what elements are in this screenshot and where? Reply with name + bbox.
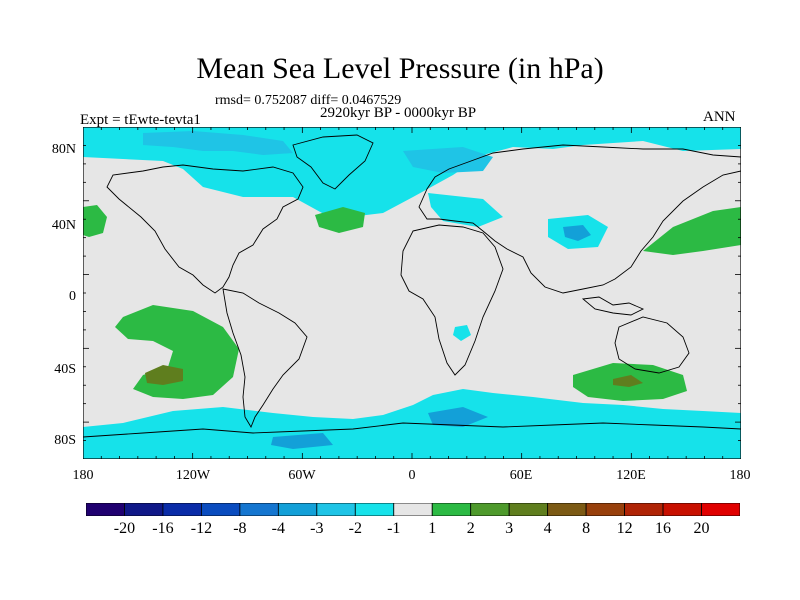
colorbar-label: -8 bbox=[233, 520, 247, 537]
colorbar-label: -12 bbox=[190, 520, 213, 537]
lat-label-0: 0 bbox=[69, 289, 76, 304]
scandinavia-negative bbox=[403, 147, 493, 173]
antarctic-strong-negative bbox=[428, 407, 488, 427]
colorbar-cell bbox=[393, 503, 433, 516]
lon-label-180e: 180 bbox=[729, 468, 751, 483]
lon-label-120e: 120E bbox=[616, 468, 646, 483]
lat-label-80n: 80N bbox=[51, 142, 76, 157]
lon-label-60w: 60W bbox=[288, 468, 316, 483]
antarctic-strong-negative-2 bbox=[271, 433, 333, 449]
colorbar bbox=[86, 503, 740, 516]
colorbar-label: -4 bbox=[271, 520, 285, 537]
colorbar-label: 16 bbox=[655, 520, 672, 537]
colorbar-label: 20 bbox=[693, 520, 710, 537]
colorbar-label: -16 bbox=[152, 520, 174, 537]
colorbar-cell bbox=[624, 503, 664, 516]
lat-label-40s: 40S bbox=[54, 362, 76, 377]
colorbar-label: -1 bbox=[387, 520, 401, 537]
colorbar-cell bbox=[701, 503, 740, 516]
north-pacific-east-positive bbox=[643, 207, 741, 255]
coastlines bbox=[83, 134, 741, 438]
north-atlantic-positive bbox=[315, 207, 365, 233]
colorbar-label: 4 bbox=[543, 520, 552, 537]
mediterranean-negative bbox=[428, 193, 503, 227]
coast-africa bbox=[400, 224, 504, 376]
colorbar-cell bbox=[86, 503, 125, 516]
world-map bbox=[83, 127, 741, 459]
africa-small-negative bbox=[453, 325, 471, 341]
antarctic-negative-anomaly bbox=[83, 389, 741, 459]
colorbar-cell bbox=[201, 503, 241, 516]
lon-label-60e: 60E bbox=[509, 468, 533, 483]
colorbar-cell bbox=[470, 503, 510, 516]
lon-label-120w: 120W bbox=[175, 468, 211, 483]
colorbar-cell bbox=[508, 503, 549, 516]
coast-south-america bbox=[222, 288, 308, 429]
colorbar-label: 2 bbox=[466, 520, 475, 537]
south-indian-strong-positive bbox=[613, 375, 643, 387]
lat-label-40n: 40N bbox=[51, 218, 76, 233]
colorbar-cell bbox=[124, 503, 164, 516]
colorbar-cell bbox=[354, 503, 395, 516]
lon-label-0: 0 bbox=[408, 468, 416, 483]
asia-strong-negative bbox=[563, 225, 591, 241]
map-ticks bbox=[83, 127, 741, 459]
colorbar-cells bbox=[86, 503, 740, 516]
colorbar-cell bbox=[662, 503, 702, 516]
coast-indonesia bbox=[581, 296, 645, 316]
colorbar-cell bbox=[585, 503, 625, 516]
coast-australia bbox=[614, 316, 690, 374]
colorbar-label: -2 bbox=[348, 520, 362, 537]
colorbar-cell bbox=[277, 503, 318, 516]
experiment-label: Expt = tEwte-tevta1 bbox=[80, 112, 201, 128]
colorbar-label: 8 bbox=[582, 520, 591, 537]
south-pacific-strong-positive bbox=[145, 365, 183, 385]
colorbar-cell bbox=[162, 503, 202, 516]
north-pacific-west-positive bbox=[83, 205, 107, 237]
colorbar-cell bbox=[239, 503, 279, 516]
colorbar-label: 12 bbox=[616, 520, 633, 537]
colorbar-cell bbox=[316, 503, 356, 516]
coast-north-america bbox=[106, 164, 304, 294]
season-label: ANN bbox=[703, 109, 736, 125]
colorbar-label: -3 bbox=[310, 520, 324, 537]
arctic-strong-negative bbox=[143, 131, 293, 155]
colorbar-label: 1 bbox=[428, 520, 437, 537]
coast-eurasia bbox=[418, 144, 741, 294]
coast-antarctica bbox=[83, 422, 741, 438]
colorbar-label: 3 bbox=[505, 520, 514, 537]
lat-label-80s: 80S bbox=[54, 433, 76, 448]
map-title: Mean Sea Level Pressure (in hPa) bbox=[196, 52, 604, 85]
coast-greenland bbox=[292, 134, 374, 190]
time-period: 2920kyr BP - 0000kyr BP bbox=[320, 105, 477, 121]
colorbar-cell bbox=[431, 503, 472, 516]
lon-label-180w: 180 bbox=[72, 468, 94, 483]
colorbar-cell bbox=[547, 503, 587, 516]
rmsd-diff-stats: rmsd= 0.752087 diff= 0.0467529 bbox=[215, 93, 402, 108]
colorbar-label: -20 bbox=[113, 520, 136, 537]
